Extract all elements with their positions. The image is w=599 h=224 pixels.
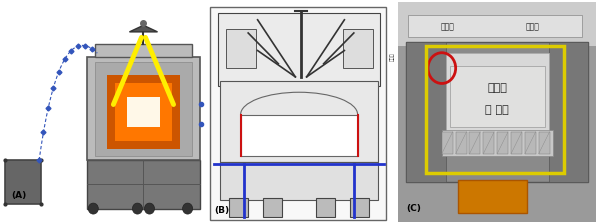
Circle shape — [132, 203, 143, 214]
Circle shape — [183, 203, 193, 214]
Bar — [426, 46, 564, 173]
Bar — [409, 15, 582, 37]
Bar — [398, 2, 596, 46]
Bar — [107, 75, 180, 149]
Bar — [549, 42, 588, 182]
Bar — [87, 160, 199, 209]
Bar — [539, 132, 549, 154]
Bar — [220, 81, 379, 162]
Bar — [350, 198, 369, 217]
Bar — [225, 29, 256, 68]
Circle shape — [144, 203, 155, 214]
Bar — [456, 132, 467, 154]
Bar — [218, 13, 380, 86]
Bar — [5, 160, 41, 204]
Bar — [525, 132, 536, 154]
Bar — [87, 57, 199, 160]
Bar — [406, 42, 588, 182]
Text: 및 레일: 및 레일 — [485, 105, 509, 115]
Text: (B): (B) — [214, 206, 229, 215]
Bar — [264, 198, 282, 217]
Bar — [95, 62, 192, 156]
Bar — [343, 29, 373, 68]
Bar — [497, 132, 508, 154]
Bar — [406, 42, 446, 182]
Bar — [442, 129, 552, 156]
Bar — [220, 162, 379, 200]
Text: 투입구: 투입구 — [441, 22, 455, 31]
Text: (C): (C) — [406, 204, 421, 213]
Polygon shape — [129, 25, 158, 32]
Text: 장입구: 장입구 — [487, 83, 507, 93]
Bar — [95, 44, 192, 57]
Bar — [229, 198, 248, 217]
Bar — [458, 180, 527, 213]
Bar — [316, 198, 335, 217]
Bar — [511, 132, 522, 154]
Bar — [450, 66, 544, 127]
Text: (A): (A) — [11, 191, 26, 200]
Bar — [442, 132, 453, 154]
Bar — [116, 84, 171, 140]
Bar — [470, 132, 480, 154]
Bar — [446, 53, 549, 145]
Bar — [241, 114, 358, 156]
Text: 배도열: 배도열 — [390, 53, 395, 61]
Circle shape — [88, 203, 98, 214]
Text: 배기구: 배기구 — [526, 22, 540, 31]
Bar — [128, 97, 159, 127]
Bar — [483, 132, 494, 154]
